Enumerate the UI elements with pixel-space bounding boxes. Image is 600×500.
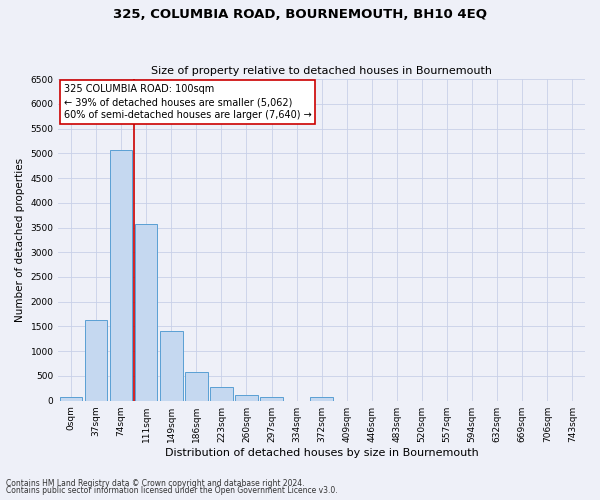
Bar (160, 332, 182, 400)
Bar (235, 394, 258, 400)
Bar (110, 150, 133, 400)
Bar (210, 387, 233, 400)
Bar (185, 372, 208, 400)
Text: 325 COLUMBIA ROAD: 100sqm
← 39% of detached houses are smaller (5,062)
60% of se: 325 COLUMBIA ROAD: 100sqm ← 39% of detac… (64, 84, 311, 120)
Bar (260, 397, 283, 400)
Text: Contains HM Land Registry data © Crown copyright and database right 2024.: Contains HM Land Registry data © Crown c… (6, 478, 305, 488)
Text: Contains public sector information licensed under the Open Government Licence v3: Contains public sector information licen… (6, 486, 338, 495)
Bar (310, 397, 333, 400)
Bar (59, 397, 82, 400)
Text: 325, COLUMBIA ROAD, BOURNEMOUTH, BH10 4EQ: 325, COLUMBIA ROAD, BOURNEMOUTH, BH10 4E… (113, 8, 487, 20)
Title: Size of property relative to detached houses in Bournemouth: Size of property relative to detached ho… (151, 66, 492, 76)
Bar (135, 224, 157, 400)
X-axis label: Distribution of detached houses by size in Bournemouth: Distribution of detached houses by size … (165, 448, 479, 458)
Y-axis label: Number of detached properties: Number of detached properties (15, 158, 25, 322)
Bar (85, 320, 107, 400)
